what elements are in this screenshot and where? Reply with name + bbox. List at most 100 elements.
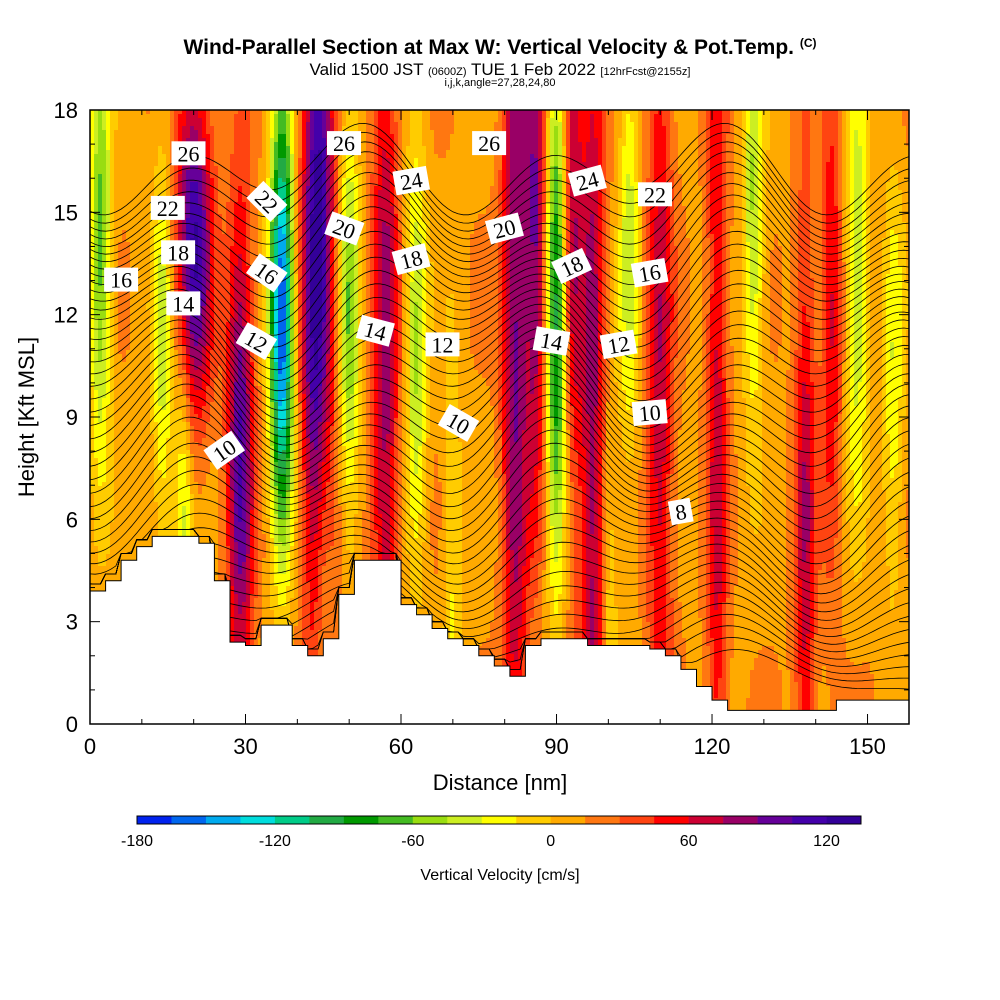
w-cell [114, 334, 119, 339]
w-cell [174, 274, 179, 279]
w-cell [118, 170, 123, 175]
w-cell [134, 130, 139, 135]
w-cell [194, 458, 199, 463]
w-cell [214, 286, 219, 291]
w-cell [150, 338, 155, 343]
w-cell [102, 534, 107, 539]
w-cell [186, 370, 191, 375]
w-cell [218, 338, 223, 343]
w-cell [126, 486, 131, 491]
w-cell [202, 234, 207, 239]
w-cell [214, 534, 219, 539]
w-cell [142, 182, 147, 187]
w-cell [118, 186, 123, 191]
w-cell [170, 470, 175, 475]
w-cell [138, 474, 143, 479]
w-cell [94, 518, 99, 523]
w-cell [166, 278, 171, 283]
w-cell [174, 410, 179, 415]
w-cell [182, 274, 187, 279]
w-cell [166, 482, 171, 487]
w-cell [142, 118, 147, 123]
w-cell [114, 178, 119, 183]
w-cell [126, 398, 131, 403]
w-cell [90, 398, 95, 403]
w-cell [182, 494, 187, 499]
w-cell [126, 366, 131, 371]
w-cell [122, 406, 127, 411]
w-cell [142, 526, 147, 531]
w-cell [122, 202, 127, 207]
w-cell [90, 550, 95, 555]
w-cell [106, 118, 111, 123]
w-cell [94, 234, 99, 239]
w-cell [138, 226, 143, 231]
w-cell [194, 434, 199, 439]
w-cell [114, 498, 119, 503]
w-cell [166, 526, 171, 531]
w-cell [114, 430, 119, 435]
w-cell [90, 394, 95, 399]
w-cell [130, 498, 135, 503]
w-cell [142, 538, 147, 543]
w-cell [158, 422, 163, 427]
w-cell [214, 230, 219, 235]
w-cell [202, 302, 207, 307]
w-cell [170, 506, 175, 511]
w-cell [138, 454, 143, 459]
w-cell [90, 306, 95, 311]
w-cell [162, 406, 167, 411]
w-cell [206, 378, 211, 383]
w-cell [102, 430, 107, 435]
w-cell [146, 150, 151, 155]
w-cell [138, 178, 143, 183]
w-cell [146, 382, 151, 387]
w-cell [90, 422, 95, 427]
w-cell [118, 422, 123, 427]
w-cell [206, 406, 211, 411]
w-cell [98, 430, 103, 435]
w-cell [142, 234, 147, 239]
w-cell [130, 394, 135, 399]
w-cell [138, 442, 143, 447]
w-cell [102, 402, 107, 407]
w-cell [146, 190, 151, 195]
w-cell [154, 254, 159, 259]
w-cell [170, 410, 175, 415]
w-cell [138, 542, 143, 547]
w-cell [150, 126, 155, 131]
w-cell [146, 358, 151, 363]
w-cell [114, 294, 119, 299]
w-cell [170, 178, 175, 183]
w-cell [110, 110, 115, 115]
w-cell [170, 406, 175, 411]
w-cell [138, 470, 143, 475]
w-cell [146, 514, 151, 519]
w-cell [158, 478, 163, 483]
w-cell [174, 454, 179, 459]
w-cell [130, 254, 135, 259]
w-cell [158, 530, 163, 535]
w-cell [194, 354, 199, 359]
w-cell [158, 114, 163, 119]
w-cell [218, 194, 223, 199]
w-cell [118, 374, 123, 379]
w-cell [110, 326, 115, 331]
w-cell [194, 470, 199, 475]
w-cell [190, 506, 195, 511]
w-cell [158, 390, 163, 395]
w-cell [194, 194, 199, 199]
w-cell [114, 262, 119, 267]
w-cell [182, 278, 187, 283]
w-cell [158, 350, 163, 355]
w-cell [182, 222, 187, 227]
w-cell [130, 298, 135, 303]
w-cell [98, 310, 103, 315]
w-cell [130, 214, 135, 219]
w-cell [102, 474, 107, 479]
w-cell [158, 494, 163, 499]
w-cell [182, 334, 187, 339]
w-cell [174, 130, 179, 135]
w-cell [198, 338, 203, 343]
w-cell [98, 218, 103, 223]
